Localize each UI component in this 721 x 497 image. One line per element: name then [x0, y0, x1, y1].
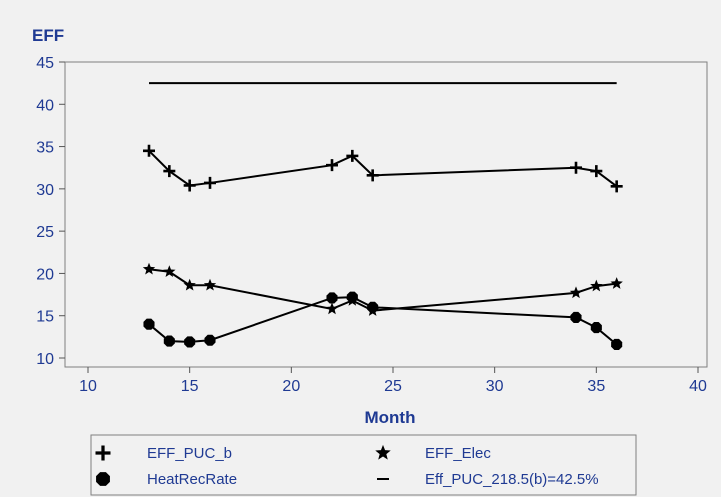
data-point [590, 279, 603, 292]
x-tick-label: 30 [486, 378, 504, 395]
y-tick-label: 25 [36, 224, 54, 241]
data-point [590, 322, 602, 334]
data-point [367, 301, 379, 313]
x-tick-label: 35 [587, 378, 605, 395]
legend-symbol [375, 444, 391, 460]
series-0 [143, 144, 623, 193]
legend-label: EFF_Elec [425, 445, 491, 462]
legend-label: HeatRecRate [147, 471, 237, 488]
x-axis: 10 15 20 25 30 35 40 [79, 367, 707, 395]
x-tick-label: 20 [282, 378, 300, 395]
data-point [570, 161, 582, 174]
y-tick-label: 30 [36, 182, 54, 199]
data-point [163, 335, 175, 347]
y-axis: 10 15 20 25 30 35 40 45 [36, 55, 65, 368]
legend-item: EFF_PUC_b [95, 445, 232, 462]
legend: EFF_PUC_b EFF_Elec HeatRecRate Eff_PUC_218.… [90, 434, 637, 496]
y-tick-label: 10 [36, 351, 54, 368]
legend-label: EFF_PUC_b [147, 445, 232, 462]
data-point [570, 311, 582, 323]
data-point [163, 165, 176, 178]
legend-item: HeatRecRate [96, 471, 237, 488]
data-point [610, 180, 623, 193]
x-tick-label: 40 [689, 378, 707, 395]
data-point [326, 159, 338, 172]
x-tick-label: 15 [181, 378, 199, 395]
data-point [366, 169, 379, 182]
data-point [142, 262, 156, 275]
data-point [183, 278, 196, 291]
x-tick-label: 25 [384, 378, 402, 395]
data-point [569, 286, 583, 299]
x-tick-label: 10 [79, 378, 97, 395]
series-2 [143, 291, 623, 351]
y-tick-label: 15 [36, 309, 54, 326]
y-axis-title: EFF [32, 26, 64, 45]
x-axis-title: Month [365, 408, 416, 427]
series-line [148, 296, 618, 346]
data-point [184, 336, 196, 348]
y-tick-label: 20 [36, 266, 54, 283]
data-point [346, 149, 359, 162]
legend-item: Eff_PUC_218.5(b)=42.5% [377, 471, 599, 488]
data-point [325, 302, 339, 315]
data-point [590, 165, 603, 178]
data-point [203, 278, 217, 291]
legend-symbol [95, 445, 111, 461]
y-tick-label: 40 [36, 97, 54, 114]
data-point [204, 176, 216, 189]
series-line [148, 268, 617, 312]
series-line [148, 150, 618, 188]
data-point [610, 277, 623, 289]
y-tick-label: 45 [36, 55, 54, 72]
data-point [183, 179, 196, 192]
legend-label: Eff_PUC_218.5(b)=42.5% [425, 471, 599, 488]
data-point [143, 144, 155, 157]
data-point [204, 334, 216, 346]
series-layer [142, 82, 623, 351]
data-point [611, 338, 623, 351]
y-tick-label: 35 [36, 140, 54, 157]
data-point [346, 291, 358, 303]
data-point [143, 318, 155, 330]
plot-area [64, 61, 708, 368]
legend-box [90, 434, 637, 496]
data-point [163, 265, 176, 277]
data-point [326, 292, 338, 304]
legend-symbol [96, 472, 110, 486]
legend-item: EFF_Elec [375, 444, 491, 462]
